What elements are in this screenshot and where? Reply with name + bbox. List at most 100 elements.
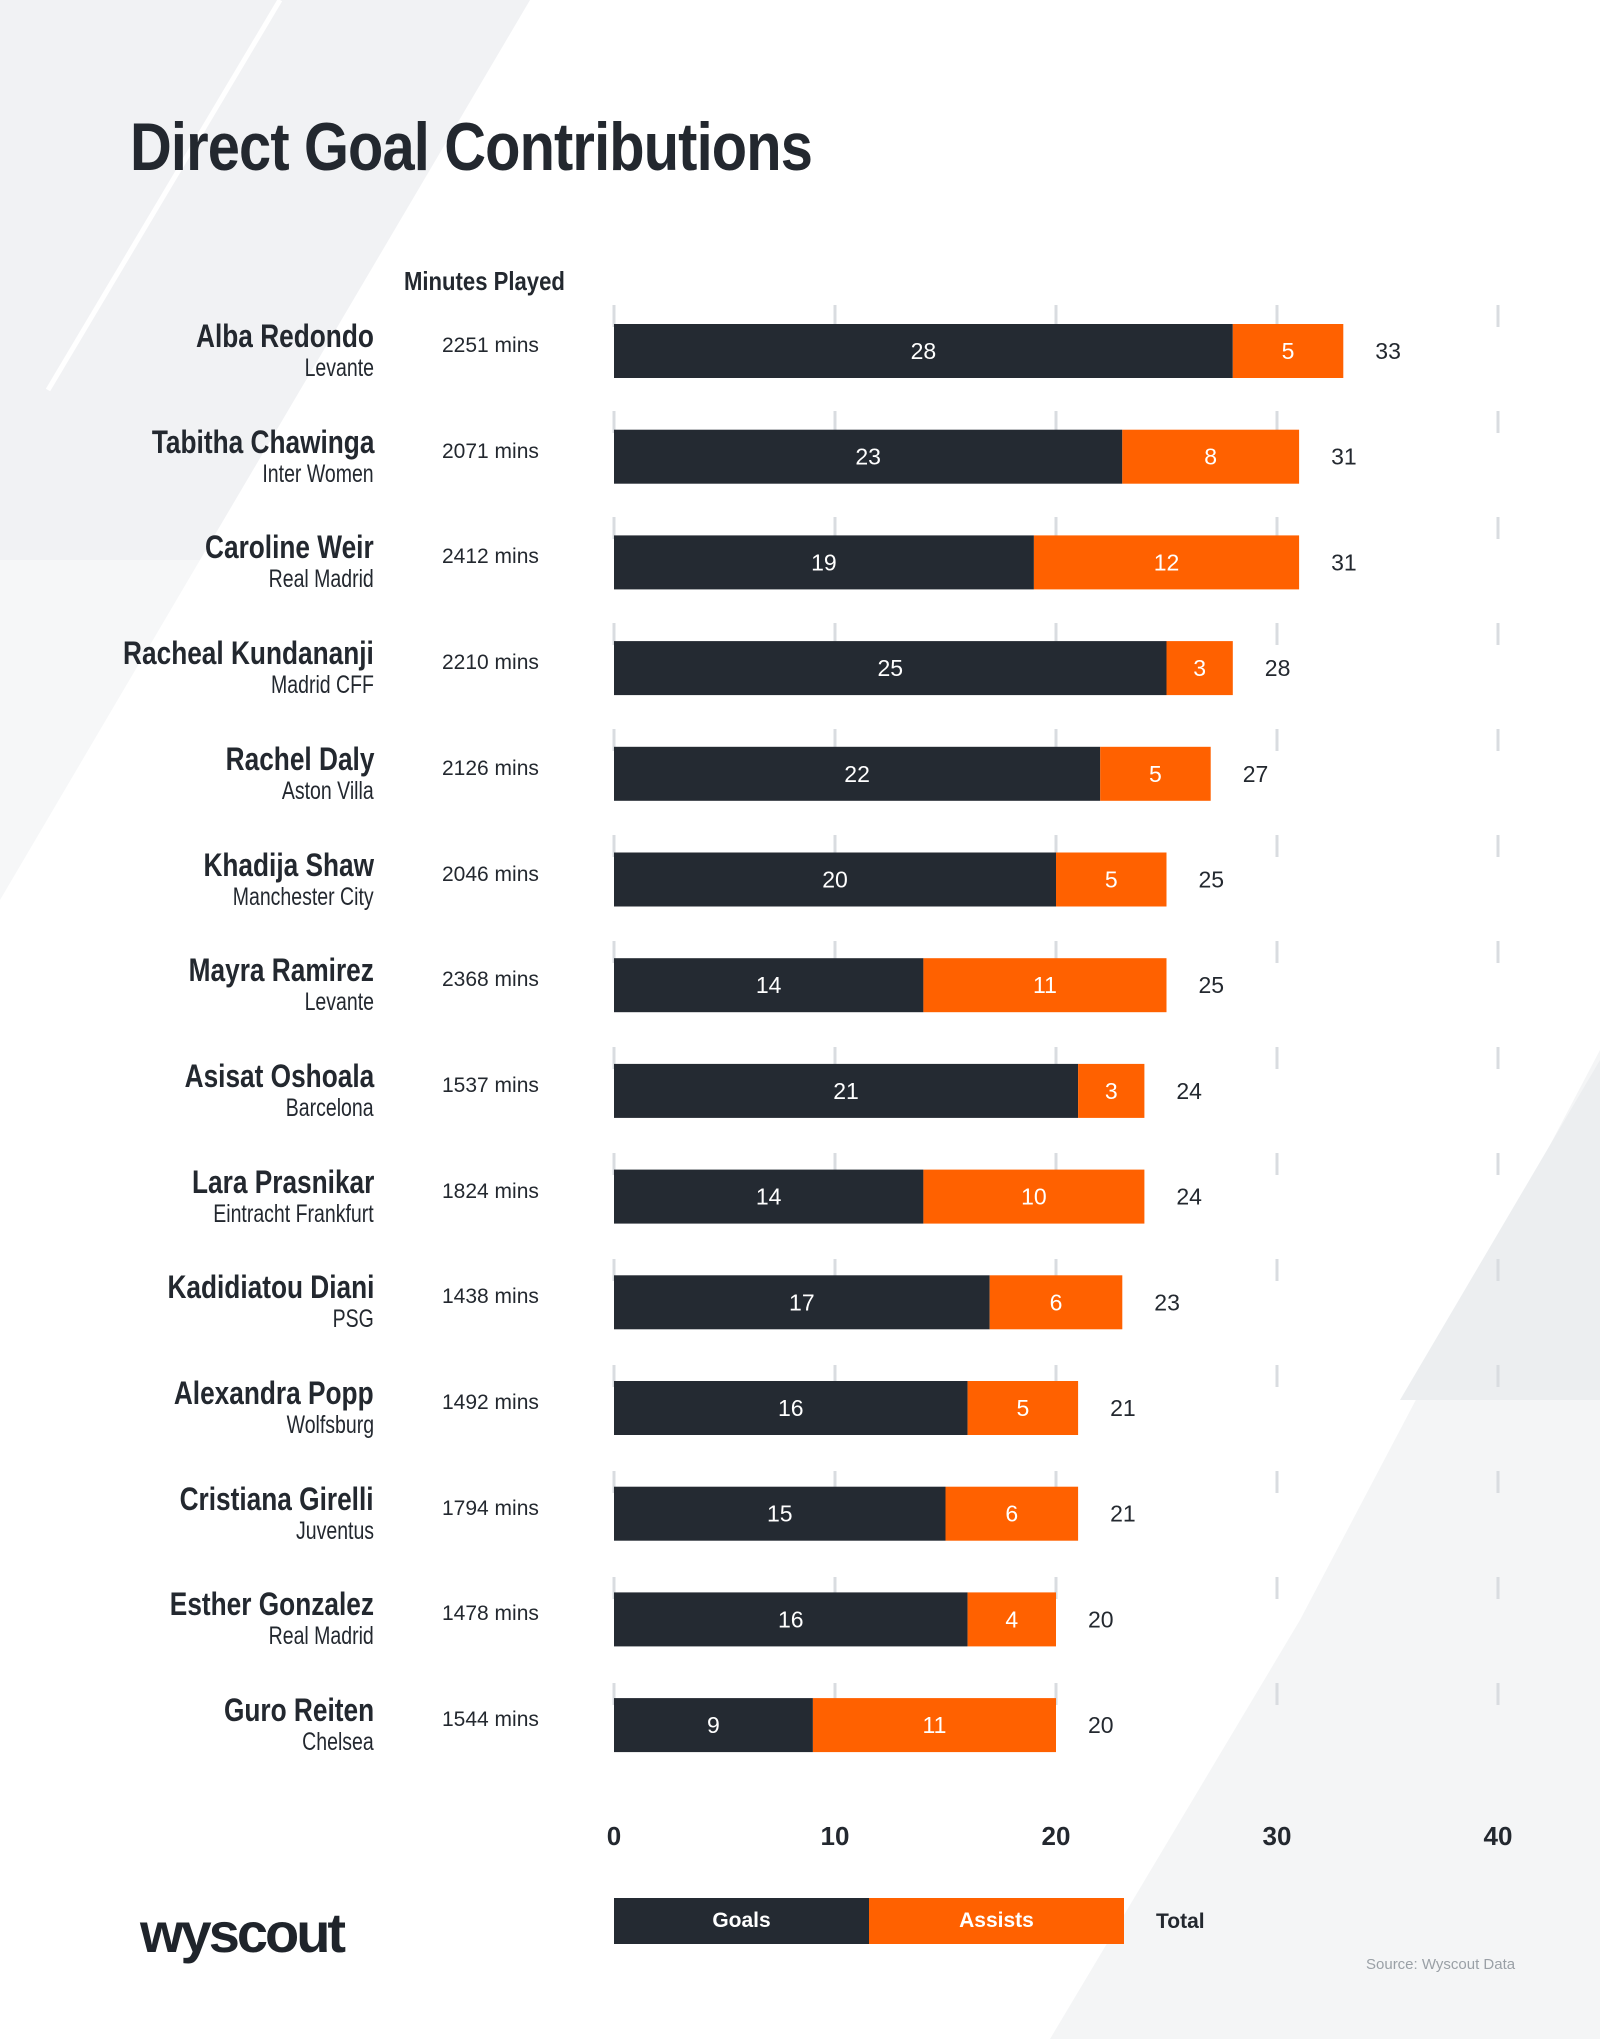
player-club: Real Madrid [268,565,374,594]
minutes-played: 1544 mins [442,1708,539,1732]
player-row: Mayra Ramirez Levante 2368 mins [0,952,1600,1058]
goals-value-label: 14 [756,1184,782,1210]
legend-assists: Assists [869,1898,1124,1944]
goals-bar [614,429,1123,484]
player-club: Barcelona [286,1093,374,1122]
assists-value-label: 4 [1005,1606,1018,1632]
player-club: Levante [304,354,374,382]
chart-title: Direct Goal Contributions [130,109,813,185]
player-club: Levante [304,988,374,1017]
goals-bar [614,1698,813,1753]
assists-bar [923,1169,1145,1224]
player-name: Mayra Ramirez [188,952,374,989]
minutes-played: 1824 mins [442,1179,539,1203]
assists-value-label: 12 [1154,549,1180,575]
goals-bar [614,641,1167,696]
player-row: Kadidiatou Diani PSG 1438 mins [0,1269,1600,1375]
player-club: Real Madrid [268,1622,374,1651]
goals-value-label: 15 [767,1501,793,1527]
minutes-played-header: Minutes Played [404,266,565,296]
assists-bar [1100,746,1211,801]
assists-bar [1232,324,1344,378]
player-name: Alba Redondo [196,318,374,354]
player-row: Cristiana Girelli Juventus 1794 mins [0,1481,1600,1587]
player-name: Khadija Shaw [203,846,374,883]
minutes-played: 1794 mins [442,1496,539,1520]
x-tick-label: 40 [1484,1821,1513,1851]
goals-value-label: 19 [811,549,837,575]
assists-bar [967,1381,1079,1435]
player-name: Racheal Kundananji [123,635,374,672]
total-value-label: 27 [1243,761,1269,787]
player-name: Asisat Oshoala [184,1057,374,1094]
goals-bar [614,1063,1079,1118]
x-tick-label: 0 [607,1821,621,1851]
wyscout-logo: wyscout [140,1901,346,1964]
minutes-played: 2251 mins [442,334,539,357]
assists-bar [1166,641,1233,696]
goals-bar [614,958,924,1013]
total-value-label: 25 [1199,867,1225,893]
minutes-played: 1438 mins [442,1285,539,1309]
player-row: Alba Redondo Levante 2251 mins [0,318,1600,424]
assists-bar [1078,1063,1145,1118]
total-value-label: 31 [1331,549,1357,575]
goals-bar [614,324,1233,378]
assists-value-label: 5 [1149,761,1162,787]
assists-bar [945,1486,1079,1541]
assists-value-label: 6 [1050,1289,1063,1315]
player-club: Madrid CFF [271,671,374,700]
player-name: Esther Gonzalez [169,1586,374,1623]
total-value-label: 23 [1154,1289,1180,1315]
player-row: Lara Prasnikar Eintracht Frankfurt 1824 … [0,1164,1600,1270]
player-name: Caroline Weir [205,529,374,566]
goals-value-label: 16 [778,1606,804,1632]
assists-bar [989,1275,1123,1330]
legend-goals: Goals [614,1898,869,1944]
goals-bar [614,746,1101,801]
player-row: Caroline Weir Real Madrid 2412 mins [0,529,1600,635]
player-club: Wolfsburg [286,1411,374,1439]
goals-bar [614,535,1034,590]
minutes-played: 2126 mins [442,756,539,780]
player-club: Juventus [295,1516,374,1545]
player-club: Manchester City [233,882,374,911]
assists-value-label: 10 [1021,1184,1047,1210]
assists-value-label: 5 [1016,1395,1029,1421]
minutes-played: 1492 mins [442,1391,539,1414]
goals-value-label: 22 [844,761,870,787]
total-value-label: 28 [1265,655,1291,681]
total-value-label: 21 [1110,1501,1136,1527]
total-value-label: 33 [1375,338,1401,364]
player-club: PSG [332,1305,374,1334]
player-club: Chelsea [302,1728,374,1757]
player-club: Eintracht Frankfurt [213,1199,374,1228]
minutes-played: 1537 mins [442,1073,539,1097]
assists-value-label: 3 [1193,655,1206,681]
goals-value-label: 23 [855,444,881,470]
player-name: Lara Prasnikar [191,1163,374,1200]
x-tick-label: 30 [1263,1821,1292,1851]
total-value-label: 21 [1110,1395,1136,1421]
x-tick-label: 20 [1042,1821,1071,1851]
player-row: Guro Reiten Chelsea 1544 mins [0,1692,1600,1798]
assists-bar [1056,852,1167,907]
goals-value-label: 28 [911,338,937,364]
minutes-played: 2046 mins [442,862,539,886]
player-row: Khadija Shaw Manchester City 2046 mins [0,847,1600,953]
legend-total: Total [1156,1910,1205,1933]
assists-bar [1033,535,1300,590]
goals-bar [614,1592,968,1647]
goals-value-label: 25 [877,655,903,681]
total-value-label: 20 [1088,1606,1114,1632]
goals-bar [614,1381,968,1435]
total-value-label: 31 [1331,444,1357,470]
player-club: Inter Women [262,459,374,488]
total-value-label: 24 [1176,1078,1202,1104]
player-name: Tabitha Chawinga [151,423,374,460]
player-row: Tabitha Chawinga Inter Women 2071 mins [0,424,1600,530]
minutes-played: 1478 mins [442,1602,539,1626]
goals-bar [614,1275,990,1330]
